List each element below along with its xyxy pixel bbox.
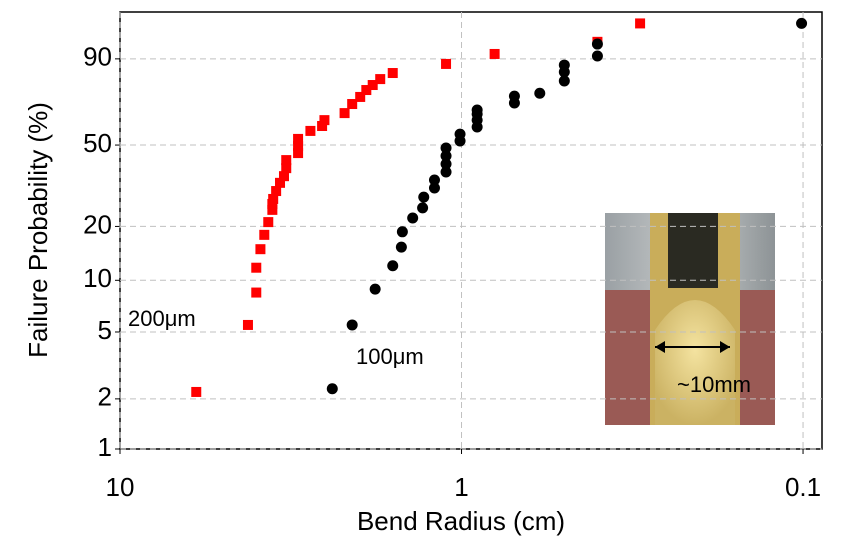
point — [471, 104, 483, 116]
x-tick-label: 1 — [454, 472, 468, 502]
x-tick-label: 10 — [106, 472, 135, 502]
point — [558, 75, 570, 87]
point — [191, 386, 202, 397]
point — [558, 59, 570, 71]
point — [418, 191, 430, 203]
point — [428, 182, 440, 194]
point — [319, 115, 330, 126]
point — [317, 120, 328, 131]
point — [635, 18, 646, 29]
point — [375, 74, 386, 85]
x-axis-label: Bend Radius (cm) — [357, 506, 565, 536]
point — [440, 142, 452, 154]
point — [293, 148, 304, 159]
annotation: ~10mm — [677, 372, 751, 397]
point — [255, 244, 266, 255]
point — [242, 319, 253, 330]
point — [440, 150, 452, 162]
point — [407, 212, 419, 224]
point — [591, 50, 603, 62]
point — [441, 58, 452, 69]
point — [428, 174, 440, 186]
point — [305, 125, 316, 136]
point — [326, 383, 338, 395]
point — [267, 204, 278, 215]
point — [281, 163, 292, 174]
point — [591, 38, 603, 50]
point — [440, 158, 452, 170]
point — [355, 91, 366, 102]
y-tick-label: 20 — [83, 209, 112, 239]
point — [347, 99, 358, 110]
point — [259, 229, 270, 240]
point — [508, 90, 520, 102]
point — [417, 202, 429, 214]
y-tick-label: 90 — [83, 42, 112, 72]
point — [454, 128, 466, 140]
point — [346, 319, 358, 331]
y-tick-label: 1 — [98, 432, 112, 462]
point — [489, 48, 500, 59]
point — [796, 17, 808, 29]
inset-photo — [605, 213, 775, 425]
y-tick-label: 2 — [98, 382, 112, 412]
point — [263, 217, 274, 228]
annotation: 200μm — [128, 306, 196, 331]
y-axis-label: Failure Probability (%) — [23, 102, 53, 358]
point — [339, 108, 350, 119]
point — [395, 241, 407, 253]
point — [293, 133, 304, 144]
y-tick-label: 50 — [83, 128, 112, 158]
point — [271, 186, 282, 197]
point — [361, 85, 372, 96]
point — [251, 262, 262, 273]
annotation: 100μm — [356, 344, 424, 369]
x-tick-label: 0.1 — [785, 472, 821, 502]
point — [275, 177, 286, 188]
point — [369, 283, 381, 295]
point — [440, 166, 452, 178]
y-tick-label: 10 — [83, 263, 112, 293]
point — [396, 226, 408, 238]
point — [268, 193, 279, 204]
point — [387, 68, 398, 79]
point — [278, 171, 289, 182]
point — [251, 287, 262, 298]
point — [281, 155, 292, 166]
point — [534, 87, 546, 99]
y-tick-label: 5 — [98, 315, 112, 345]
point — [367, 80, 378, 91]
point — [387, 260, 399, 272]
point — [293, 141, 304, 152]
